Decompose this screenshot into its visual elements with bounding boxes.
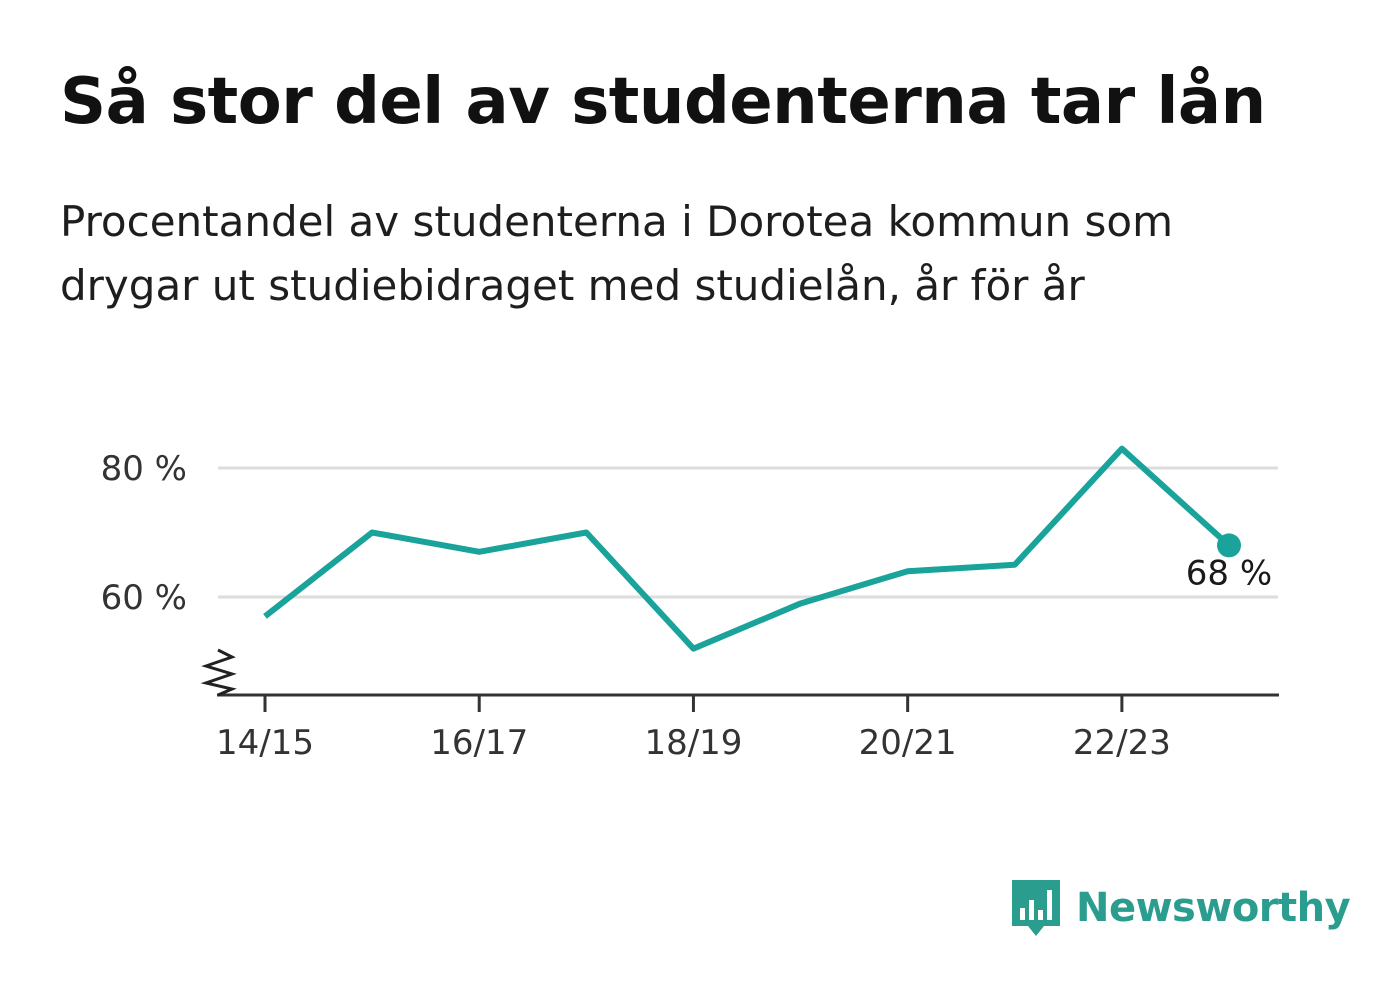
x-axis: 14/15 16/17 18/19 20/21 22/23 xyxy=(200,648,1279,763)
brand-name: Newsworthy xyxy=(1076,885,1351,931)
x-tick-label: 16/17 xyxy=(430,723,528,763)
newsworthy-logo: Newsworthy xyxy=(1010,876,1351,940)
series-line xyxy=(263,445,1232,652)
chart-title: Så stor del av studenterna tar lån xyxy=(60,65,1266,139)
end-point-marker xyxy=(1217,533,1241,558)
x-tick-label: 18/19 xyxy=(644,723,742,763)
axis-break-icon xyxy=(200,648,237,697)
x-tick-label: 22/23 xyxy=(1073,723,1171,763)
chart-subtitle: Procentandel av studenterna i Dorotea ko… xyxy=(60,197,1174,310)
bar-chart-speech-bubble-icon xyxy=(1012,880,1060,936)
end-marker-layer: 68 % xyxy=(1186,533,1272,593)
x-tick-label: 14/15 xyxy=(216,723,314,763)
y-tick-label: 60 % xyxy=(101,578,187,618)
series-layer xyxy=(263,445,1232,652)
y-axis-ticks: 60 % 80 % xyxy=(101,449,187,618)
end-value-label: 68 % xyxy=(1186,553,1272,593)
y-tick-label: 80 % xyxy=(101,449,187,489)
x-tick-label: 20/21 xyxy=(859,723,957,763)
